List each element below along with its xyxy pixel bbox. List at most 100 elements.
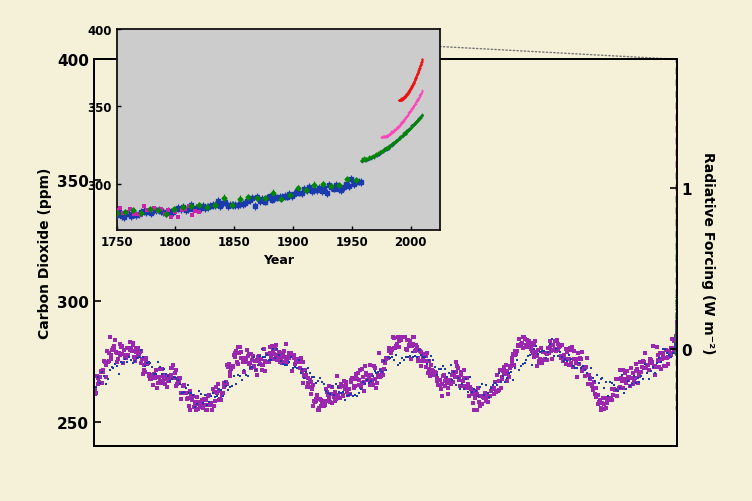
Point <box>381 133 393 141</box>
Point <box>671 192 683 200</box>
Point <box>373 151 385 159</box>
Point <box>671 133 683 141</box>
Point <box>671 260 683 268</box>
Point <box>671 238 683 246</box>
Point <box>671 201 683 209</box>
Point <box>671 219 683 227</box>
Point <box>671 158 683 166</box>
Point <box>640 364 652 372</box>
Point <box>364 155 376 163</box>
Point <box>199 406 211 414</box>
Point <box>481 397 493 405</box>
Point <box>671 264 683 272</box>
Point <box>671 306 683 314</box>
Point <box>396 133 408 141</box>
Point <box>206 406 218 414</box>
Point <box>397 130 409 138</box>
Point <box>671 165 683 173</box>
Point <box>671 322 683 330</box>
Point <box>492 387 504 395</box>
Point <box>532 346 544 354</box>
Point <box>671 225 683 233</box>
Point <box>374 149 387 157</box>
Point <box>671 249 683 257</box>
Point <box>111 362 123 370</box>
Point <box>631 366 643 374</box>
Point <box>670 338 682 346</box>
Point <box>253 352 265 360</box>
Point <box>671 149 683 157</box>
Point <box>364 154 376 162</box>
Point <box>391 138 403 146</box>
Point <box>618 389 630 397</box>
Point <box>671 249 683 258</box>
Point <box>596 406 608 414</box>
Point <box>379 134 391 142</box>
Point <box>410 74 422 82</box>
Point <box>465 385 477 393</box>
Point <box>671 225 683 233</box>
Point <box>365 153 378 161</box>
Point <box>396 132 408 140</box>
Point <box>671 152 683 160</box>
Point <box>671 199 683 207</box>
Point <box>277 349 289 357</box>
Point <box>671 132 683 140</box>
Point <box>671 259 683 267</box>
Point <box>271 346 284 354</box>
Point <box>671 210 683 218</box>
Point <box>441 391 453 399</box>
Point <box>148 374 160 382</box>
Point <box>300 368 312 376</box>
Point <box>398 132 410 140</box>
Point <box>417 111 429 119</box>
Point <box>253 358 265 366</box>
Point <box>415 90 427 98</box>
Point <box>446 371 458 379</box>
Point <box>671 211 683 219</box>
Point <box>671 138 683 146</box>
Point <box>656 356 668 364</box>
Point <box>671 323 683 331</box>
Point <box>671 224 683 232</box>
Point <box>383 146 395 154</box>
Point <box>671 313 683 321</box>
Point <box>671 215 683 223</box>
Point <box>671 165 683 173</box>
Point <box>384 355 396 363</box>
Point <box>290 358 302 366</box>
Point <box>397 131 409 139</box>
Point <box>671 312 683 320</box>
Point <box>671 219 683 227</box>
Point <box>414 347 426 355</box>
Point <box>366 372 378 380</box>
Point <box>381 145 393 153</box>
Point <box>671 222 683 230</box>
Point <box>102 375 114 383</box>
Point <box>391 123 403 131</box>
X-axis label: Year: Year <box>262 254 294 267</box>
Point <box>671 225 683 233</box>
Point <box>389 139 401 147</box>
Point <box>237 358 249 366</box>
Point <box>671 328 683 336</box>
Point <box>211 383 223 391</box>
Point <box>671 116 683 124</box>
Point <box>190 406 202 414</box>
Point <box>375 134 387 142</box>
Point <box>193 400 205 408</box>
Point <box>671 334 683 342</box>
Point <box>366 154 378 162</box>
Point <box>671 143 683 151</box>
Point <box>416 112 428 120</box>
Point <box>170 367 182 375</box>
Point <box>402 336 414 344</box>
Point <box>400 128 412 136</box>
Point <box>198 395 210 403</box>
Point <box>621 367 633 375</box>
Point <box>671 254 683 262</box>
Point <box>671 157 683 165</box>
Point <box>573 361 585 369</box>
Point <box>536 347 548 355</box>
Point <box>388 140 400 148</box>
